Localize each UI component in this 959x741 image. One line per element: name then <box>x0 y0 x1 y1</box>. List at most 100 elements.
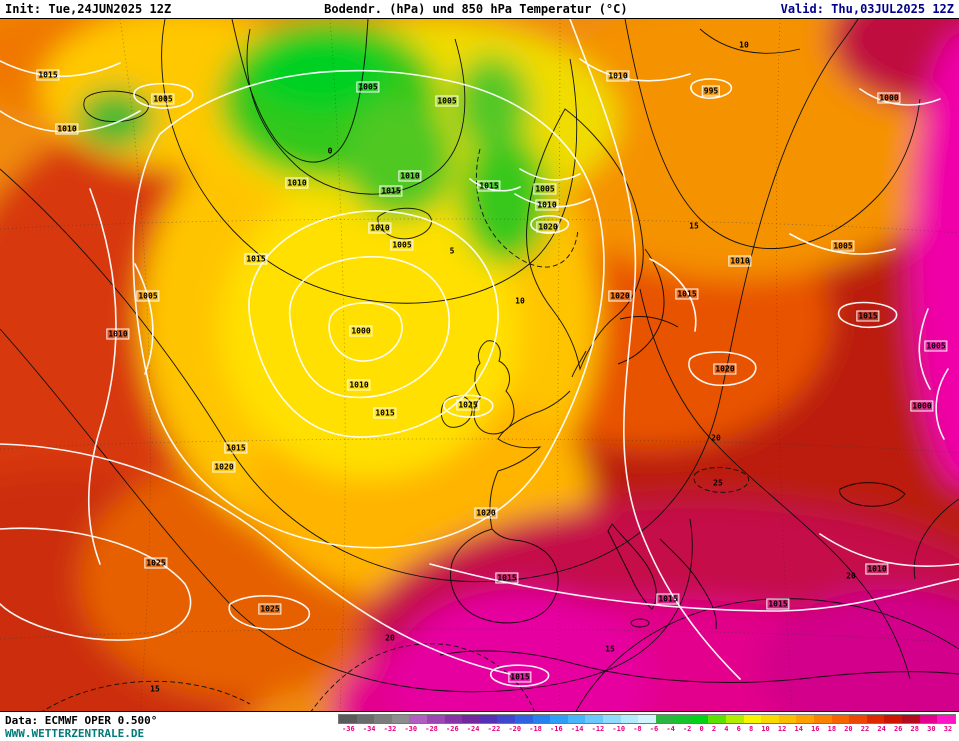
map-footer: Data: ECMWF OPER 0.500° WWW.WETTERZENTRA… <box>0 712 959 741</box>
colorbar-cell <box>620 715 639 723</box>
colorbar-cell <box>902 715 920 723</box>
coast-gulf <box>619 316 679 328</box>
colorbar-cell <box>743 715 762 723</box>
website-text: WWW.WETTERZENTRALE.DE <box>5 727 145 740</box>
colorbar-cells <box>338 714 956 724</box>
colorbar-tick: -34 <box>362 725 376 733</box>
colorbar-cell <box>726 715 744 723</box>
coast-iceland <box>377 207 432 240</box>
colorbar-tick: -32 <box>383 725 397 733</box>
temperature-field <box>0 19 959 711</box>
colorbar-cell <box>831 715 850 723</box>
colorbar-tick: -26 <box>446 725 459 733</box>
colorbar-tick: -6 <box>649 725 659 733</box>
colorbar-cell <box>638 715 656 723</box>
colorbar-cell <box>655 715 674 723</box>
colorbar-cell <box>567 715 586 723</box>
colorbar-cell <box>602 715 621 723</box>
colorbar-cell <box>497 715 515 723</box>
colorbar-cell <box>919 715 938 723</box>
colorbar-tick: 24 <box>877 725 886 733</box>
colorbar-tick: 22 <box>860 725 870 733</box>
colorbar-cell <box>339 715 357 723</box>
colorbar-tick: -12 <box>591 725 605 733</box>
weather-map: 1015 1005 1010 1005 1005 1010 995 1000 1010 1010 1… <box>0 18 959 712</box>
colorbar-tick: -36 <box>342 725 355 733</box>
colorbar-cell <box>937 715 955 723</box>
colorbar-tick: -14 <box>570 725 584 733</box>
colorbar-cell <box>884 715 902 723</box>
coast-britain <box>473 340 515 435</box>
valid-datetime: Valid: Thu,03JUL2025 12Z <box>780 2 954 16</box>
colorbar-tick: -4 <box>666 725 675 733</box>
colorbar-cell <box>585 715 603 723</box>
colorbar-cell <box>550 715 568 723</box>
colorbar-cell <box>391 715 410 723</box>
colorbar-cell <box>374 715 392 723</box>
colorbar-tick: -2 <box>682 725 692 733</box>
colorbar-tick: 10 <box>761 725 770 733</box>
colorbar-ticks: -36 -34 -32 -30 -28 -26 -24 -22 -20 -18 -16 -14 -12-… <box>338 724 956 735</box>
colorbar-tick: 12 <box>777 725 787 733</box>
colorbar-cell <box>462 715 480 723</box>
colorbar-tick: 6 <box>736 725 741 733</box>
colorbar-tick: -8 <box>633 725 642 733</box>
colorbar-tick: -24 <box>466 725 480 733</box>
colorbar-tick: 0 <box>699 725 704 733</box>
colorbar-tick: 30 <box>927 725 936 733</box>
colorbar-cell <box>532 715 551 723</box>
map-title: Bodendr. (hPa) und 850 hPa Temperatur (°… <box>324 2 628 16</box>
colorbar-tick: 14 <box>794 725 803 733</box>
map-header: Init: Tue,24JUN2025 12Z Bodendr. (hPa) u… <box>0 0 959 18</box>
graticule <box>0 19 959 711</box>
colorbar-tick: 16 <box>811 725 820 733</box>
colorbar-cell <box>690 715 709 723</box>
colorbar-tick: -22 <box>487 725 501 733</box>
colorbar-tick: -10 <box>612 725 626 733</box>
credits-block: Data: ECMWF OPER 0.500° WWW.WETTERZENTRA… <box>0 714 157 740</box>
colorbar-tick: -20 <box>508 725 522 733</box>
data-source: Data: ECMWF OPER 0.500° <box>5 714 158 727</box>
colorbar-tick: -28 <box>425 725 438 733</box>
map-canvas <box>0 19 959 711</box>
colorbar-cell <box>814 715 832 723</box>
isobars <box>0 19 959 687</box>
colorbar-cell <box>849 715 867 723</box>
colorbar-tick: -30 <box>404 725 418 733</box>
colorbar-cell <box>426 715 445 723</box>
colorbar-cell <box>444 715 463 723</box>
colorbar-cell <box>409 715 427 723</box>
colorbar-tick: 20 <box>844 725 853 733</box>
colorbar-tick: -16 <box>550 725 563 733</box>
coast-greenland <box>231 19 369 163</box>
coast-baltic <box>617 248 665 365</box>
coast-black-sea <box>839 482 906 507</box>
colorbar-cell <box>356 715 375 723</box>
coast-west-europe <box>489 390 571 530</box>
colorbar-cell <box>514 715 533 723</box>
colorbar-cell <box>708 715 727 723</box>
colorbar-cell <box>866 715 885 723</box>
colorbar-tick: 28 <box>910 725 919 733</box>
colorbar-tick: 2 <box>711 725 717 733</box>
temperature-colorbar: -36 -34 -32 -30 -28 -26 -24 -22 -20 -18 -16 -14 -12-… <box>338 714 956 735</box>
colorbar-tick: 26 <box>893 725 903 733</box>
coast-denmark <box>571 350 587 378</box>
colorbar-cell <box>479 715 498 723</box>
colorbar-cell <box>761 715 779 723</box>
colorbar-tick: 32 <box>943 725 953 733</box>
coast-adriatic <box>659 538 717 630</box>
colorbar-tick: 8 <box>748 725 754 733</box>
colorbar-tick: 4 <box>724 725 729 733</box>
colorbar-tick: -18 <box>529 725 542 733</box>
colorbar-cell <box>673 715 691 723</box>
colorbar-cell <box>778 715 797 723</box>
colorbar-cell <box>796 715 815 723</box>
colorbar-tick: 18 <box>827 725 837 733</box>
coast-sicily <box>630 618 650 628</box>
coast-iberia <box>450 528 559 624</box>
coast-north-africa <box>439 650 959 683</box>
init-datetime: Init: Tue,24JUN2025 12Z <box>5 2 172 16</box>
coast-italy <box>607 523 657 610</box>
